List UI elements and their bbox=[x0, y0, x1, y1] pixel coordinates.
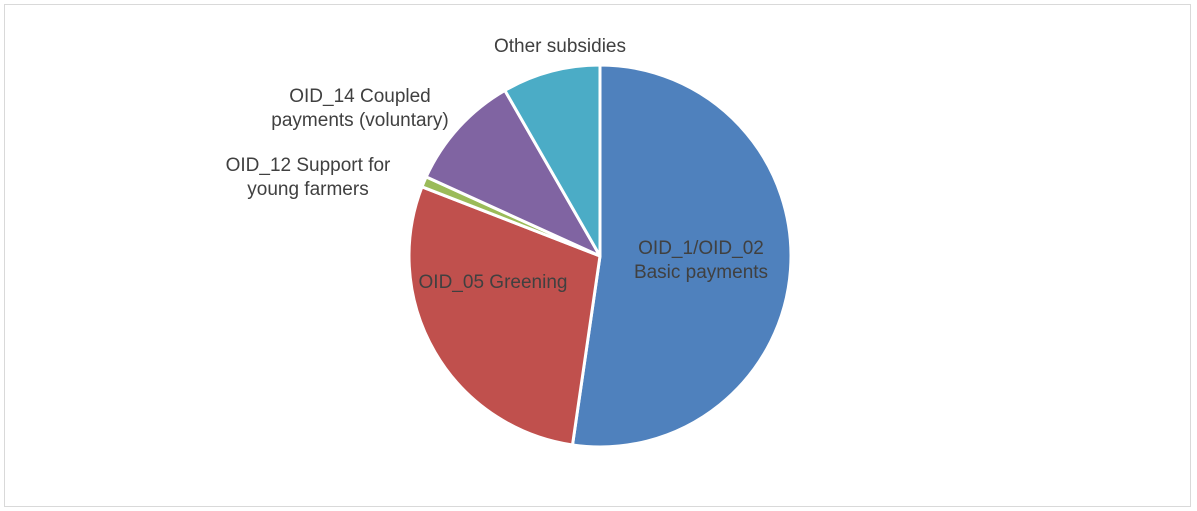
chart-area: OID_1/OID_02 Basic payments OID_05 Greenin… bbox=[4, 4, 1191, 507]
label-basic-payments-line: Basic payments bbox=[634, 262, 768, 283]
slice-other-subsidies bbox=[503, 63, 602, 258]
label-coupled-payments-line: OID_14 Coupled bbox=[289, 86, 431, 107]
slice-basic-payments bbox=[570, 63, 793, 449]
label-young-farmers-line: young farmers bbox=[247, 179, 368, 200]
label-coupled-payments-line: payments (voluntary) bbox=[271, 110, 448, 131]
pie-chart: OID_1/OID_02 Basic payments OID_05 Greenin… bbox=[226, 36, 793, 449]
label-coupled-payments: OID_14 Coupled payments (voluntary) bbox=[271, 86, 448, 131]
pie-labels: OID_1/OID_02 Basic payments OID_05 Greenin… bbox=[226, 36, 768, 293]
label-basic-payments: OID_1/OID_02 Basic payments bbox=[634, 238, 768, 283]
label-other-subsidies-line: Other subsidies bbox=[494, 36, 626, 57]
label-young-farmers: OID_12 Support for young farmers bbox=[226, 155, 391, 200]
slice-greening bbox=[407, 185, 602, 447]
label-young-farmers-line: OID_12 Support for bbox=[226, 155, 391, 176]
label-basic-payments-line: OID_1/OID_02 bbox=[638, 238, 764, 259]
label-other-subsidies: Other subsidies bbox=[494, 36, 626, 57]
label-greening-line: OID_05 Greening bbox=[419, 272, 568, 293]
label-greening: OID_05 Greening bbox=[419, 272, 568, 293]
slice-coupled-payments bbox=[424, 88, 602, 258]
pie-slices bbox=[407, 63, 793, 449]
